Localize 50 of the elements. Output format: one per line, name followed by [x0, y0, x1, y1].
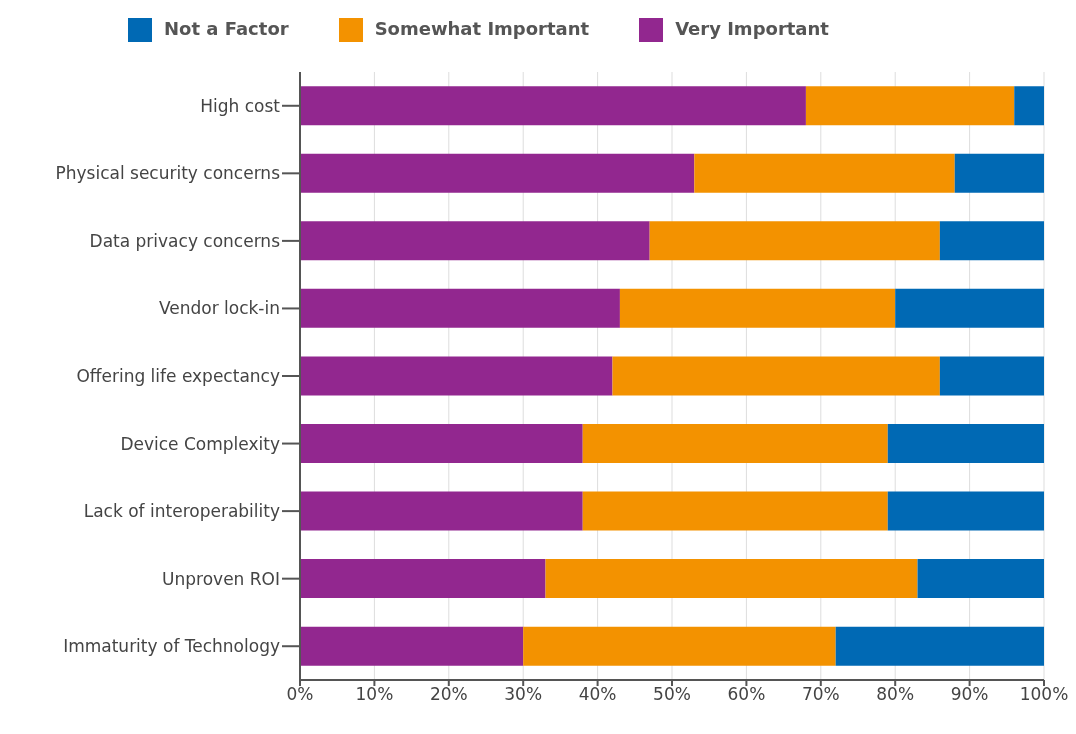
legend-label: Somewhat Important	[374, 18, 590, 39]
bar	[805, 86, 1015, 126]
x-tick-label: 10%	[355, 684, 394, 705]
bar	[582, 491, 888, 531]
bar	[939, 221, 1044, 261]
bar	[300, 356, 613, 396]
bar	[649, 221, 940, 261]
y-tick-label: Data privacy concerns	[89, 230, 281, 251]
y-tick-label: Vendor lock-in	[158, 298, 280, 319]
bar	[895, 288, 1044, 328]
y-tick-label: Unproven ROI	[162, 568, 280, 589]
bar	[523, 626, 836, 666]
x-tick-label: 40%	[578, 684, 617, 705]
legend-label: Very Important	[675, 18, 829, 39]
bar	[887, 423, 1044, 463]
bar	[545, 559, 918, 599]
bar	[939, 356, 1044, 396]
bar	[300, 86, 806, 126]
x-tick-label: 0%	[286, 684, 314, 705]
bar	[300, 626, 524, 666]
bar	[612, 356, 940, 396]
bar	[300, 153, 695, 193]
legend-label: Not a Factor	[164, 18, 289, 39]
x-tick-label: 20%	[429, 684, 468, 705]
x-tick-label: 70%	[801, 684, 840, 705]
x-tick-label: 100%	[1019, 684, 1069, 705]
x-tick-label: 80%	[876, 684, 915, 705]
y-tick-label: Immaturity of Technology	[63, 636, 280, 657]
bar	[300, 423, 583, 463]
y-tick-label: High cost	[200, 95, 281, 116]
bar	[694, 153, 955, 193]
bar	[300, 491, 583, 531]
bar	[300, 559, 546, 599]
bar	[887, 491, 1044, 531]
bar	[835, 626, 1044, 666]
bar	[1014, 86, 1044, 126]
bar	[954, 153, 1044, 193]
x-tick-label: 50%	[653, 684, 691, 705]
bar	[582, 423, 888, 463]
bar	[619, 288, 896, 328]
bar	[917, 559, 1044, 599]
y-tick-label: Offering life expectancy	[76, 366, 280, 387]
y-tick-label: Device Complexity	[120, 433, 280, 454]
x-tick-label: 60%	[727, 684, 766, 705]
x-tick-label: 90%	[950, 684, 989, 705]
bar	[300, 288, 620, 328]
bar	[300, 221, 650, 261]
y-tick-label: Lack of interoperability	[83, 501, 280, 522]
y-tick-label: Physical security concerns	[55, 163, 281, 184]
x-tick-label: 30%	[504, 684, 543, 705]
